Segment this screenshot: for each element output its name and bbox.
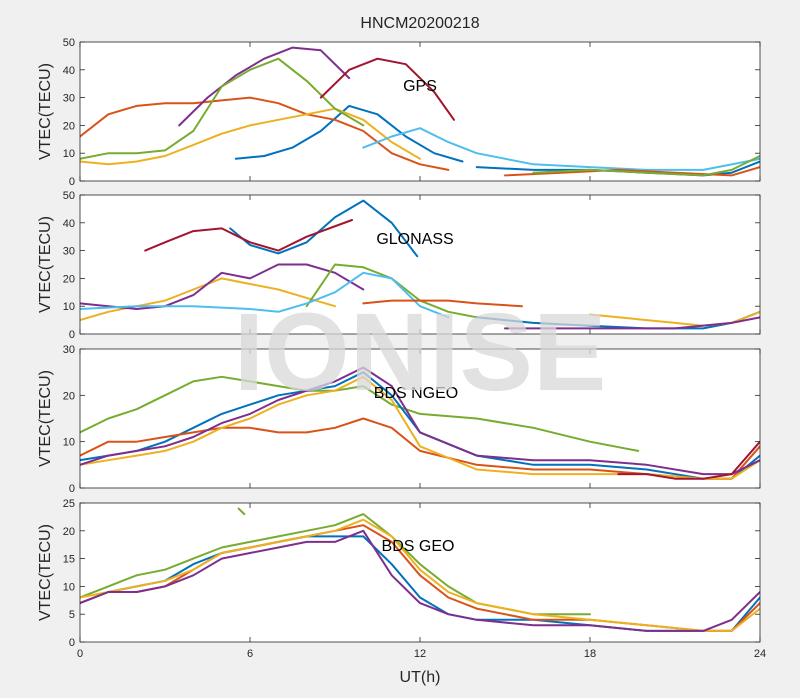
series-line-10 xyxy=(504,316,760,330)
y-tick-label: 5 xyxy=(69,609,75,621)
x-tick-label: 24 xyxy=(754,648,766,660)
x-tick-label: 0 xyxy=(77,648,83,660)
series-line-4 xyxy=(80,263,365,310)
series-group xyxy=(80,507,760,632)
series-line-6 xyxy=(617,440,760,480)
subplot-3: 0 10 20 30 VTEC(TECU) BDS NGEO xyxy=(37,344,761,495)
y-tick-label: 15 xyxy=(63,554,75,566)
series-group xyxy=(80,366,760,480)
y-tick-label: 10 xyxy=(63,581,75,593)
plot-area xyxy=(80,503,760,642)
y-tick-label: 10 xyxy=(63,437,75,449)
y-axis-label: VTEC(TECU) xyxy=(37,370,54,467)
y-axis-label: VTEC(TECU) xyxy=(37,63,54,160)
figure-title: HNCM20200218 xyxy=(360,15,479,32)
x-tick-label: 18 xyxy=(584,648,596,660)
y-tick-label: 0 xyxy=(69,176,75,188)
series-line-7 xyxy=(362,299,523,308)
plot-area xyxy=(80,42,760,181)
subplot-2: 0 10 20 30 40 50 VTEC(TECU) GLONASS xyxy=(37,190,761,341)
y-tick-label: 50 xyxy=(63,37,75,49)
panel-annotation: GLONASS xyxy=(376,231,453,248)
y-tick-label: 20 xyxy=(63,273,75,285)
series-line-6 xyxy=(237,507,246,516)
y-axis-label: VTEC(TECU) xyxy=(37,216,54,313)
panel-annotation: BDS GEO xyxy=(382,538,455,555)
y-tick-label: 40 xyxy=(63,218,75,230)
series-line-4 xyxy=(80,518,760,632)
series-line-7 xyxy=(319,57,455,121)
series-line-2 xyxy=(80,371,760,480)
y-tick-label: 30 xyxy=(63,93,75,105)
series-group xyxy=(80,199,760,330)
subplot-4: 0 5 10 15 20 25 0 6 12 18 24 VTEC(TECU) BDS GEO xyxy=(37,498,766,660)
x-axis-label: UT(h) xyxy=(400,669,441,686)
series-line-4 xyxy=(178,46,351,127)
y-tick-label: 20 xyxy=(63,526,75,538)
watermark-text: IONISE xyxy=(234,291,607,414)
series-line-5 xyxy=(80,529,760,632)
y-tick-label: 20 xyxy=(63,120,75,132)
y-tick-label: 10 xyxy=(63,301,75,313)
series-line-10 xyxy=(532,155,760,177)
panel-annotation: BDS NGEO xyxy=(374,385,458,402)
series-line-3 xyxy=(80,107,421,166)
y-tick-label: 20 xyxy=(63,390,75,402)
series-line-5 xyxy=(80,57,365,160)
y-tick-label: 50 xyxy=(63,190,75,202)
series-line-2 xyxy=(144,219,353,252)
y-tick-label: 0 xyxy=(69,483,75,495)
plot-area xyxy=(80,195,760,334)
x-tick-label: 6 xyxy=(247,648,253,660)
series-line-1 xyxy=(234,104,464,163)
y-tick-label: 0 xyxy=(69,329,75,341)
y-tick-label: 25 xyxy=(63,498,75,510)
series-line-6 xyxy=(362,127,760,171)
y-tick-label: 40 xyxy=(63,65,75,77)
series-line-6 xyxy=(80,271,450,319)
x-tick-label: 12 xyxy=(414,648,426,660)
series-group xyxy=(80,46,760,177)
series-line-2 xyxy=(80,96,450,171)
y-tick-label: 10 xyxy=(63,148,75,160)
y-tick-label: 30 xyxy=(63,246,75,258)
panel-annotation: GPS xyxy=(403,78,437,95)
y-tick-label: 0 xyxy=(69,637,75,649)
series-line-5 xyxy=(80,366,760,476)
series-line-1 xyxy=(229,199,419,258)
series-line-9 xyxy=(504,166,760,177)
y-axis-label: VTEC(TECU) xyxy=(37,524,54,621)
subplot-1: 0 10 20 30 40 50 VTEC(TECU) GPS xyxy=(37,37,761,188)
y-tick-label: 30 xyxy=(63,344,75,356)
